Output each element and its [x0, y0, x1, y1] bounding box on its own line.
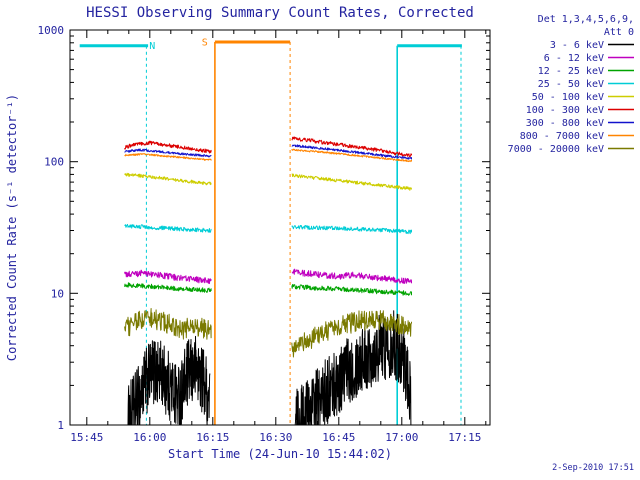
plot-frame: [69, 29, 491, 426]
legend-entry-label: 50 - 100 keV: [532, 92, 604, 103]
legend-entry-label: 12 - 25 keV: [538, 66, 604, 77]
saa-label: S: [202, 38, 208, 49]
y-tick-label: 1: [57, 419, 64, 432]
legend-entry-label: 6 - 12 keV: [544, 53, 604, 64]
legend-entry-label: 100 - 300 keV: [526, 105, 604, 116]
y-axis-label: Corrected Count Rate (s⁻¹ detector⁻¹): [5, 94, 19, 361]
legend: Det 1,3,4,5,6,9, Att 03 - 6 keV 6 - 12 keV…: [508, 14, 634, 155]
chart-title: HESSI Observing Summary Count Rates, Cor…: [86, 5, 474, 21]
legend-header: Det 1,3,4,5,6,9,: [538, 14, 634, 25]
legend-entry-label: 300 - 800 keV: [526, 118, 604, 129]
legend-entry-label: 800 - 7000 keV: [520, 131, 604, 142]
legend-header: Att 0: [604, 27, 634, 38]
x-tick-label: 16:45: [322, 431, 355, 444]
y-tick-label: 100: [44, 156, 64, 169]
legend-entry-label: 3 - 6 keV: [550, 40, 604, 51]
series-25-50keV: [124, 223, 412, 235]
timestamp: 2-Sep-2010 17:51: [552, 463, 634, 473]
axes: [69, 29, 491, 426]
saa-indicator: S: [202, 38, 291, 425]
series-12-25keV: [124, 282, 412, 296]
x-tick-label: 16:30: [259, 431, 292, 444]
series-300-800keV: [124, 144, 412, 160]
y-tick-label: 10: [51, 287, 64, 300]
series-800-7000keV: [124, 148, 412, 163]
series-100-300keV: [124, 136, 412, 158]
night-label: N: [149, 41, 155, 52]
x-tick-label: 17:15: [448, 431, 481, 444]
x-tick-label: 17:00: [385, 431, 418, 444]
x-axis-label: Start Time (24-Jun-10 15:44:02): [168, 447, 392, 461]
x-tick-label: 16:15: [196, 431, 229, 444]
x-tick-label: 16:00: [133, 431, 166, 444]
series-6-12keV: [124, 268, 412, 285]
legend-entry-label: 25 - 50 keV: [538, 79, 604, 90]
y-tick-label: 1000: [38, 24, 65, 37]
series-50-100keV: [124, 172, 412, 191]
night-indicator: N: [79, 41, 462, 425]
series-3-6keV: [127, 310, 412, 425]
legend-entry-label: 7000 - 20000 keV: [508, 144, 604, 155]
series-7000-20000keV: [124, 308, 412, 358]
x-tick-label: 15:45: [70, 431, 103, 444]
